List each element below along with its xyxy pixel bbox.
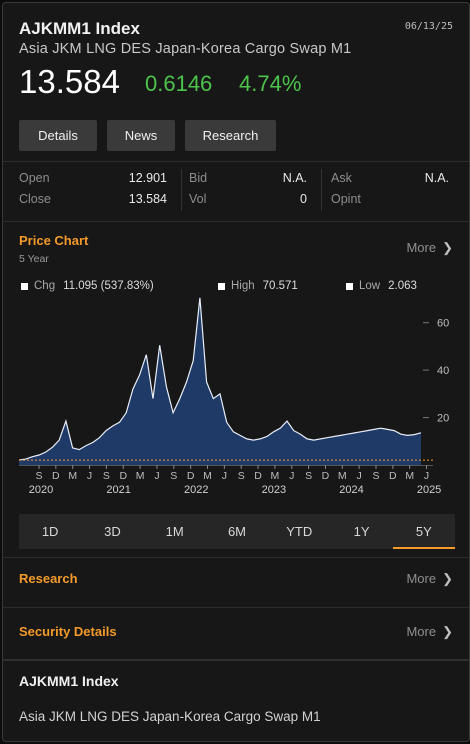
open-label: Open	[19, 171, 50, 185]
legend-low: Low 2.063	[346, 280, 417, 292]
high-label: High	[231, 280, 255, 292]
price-chart-period: 5 Year	[19, 253, 49, 265]
y-tick-label: 20	[437, 413, 449, 425]
news-button[interactable]: News	[107, 120, 175, 151]
x-tick-label: M	[271, 470, 280, 482]
close-label: Close	[19, 192, 51, 206]
legend-high: High 70.571	[218, 280, 298, 292]
research-more-link[interactable]: More ❯	[406, 571, 453, 587]
tab-ytd[interactable]: YTD	[286, 524, 313, 539]
low-label: Low	[359, 280, 381, 292]
footer-ticker: AJKMM1 Index	[19, 673, 119, 689]
x-tick-label: J	[154, 470, 159, 482]
tab-1y[interactable]: 1Y	[353, 524, 370, 539]
divider	[3, 221, 469, 222]
security-description: Asia JKM LNG DES Japan-Korea Cargo Swap …	[19, 41, 352, 57]
tab-3d[interactable]: 3D	[104, 524, 121, 539]
chevron-right-icon: ❯	[442, 240, 453, 255]
x-year-label: 2020	[29, 484, 53, 496]
x-tick-label: M	[405, 470, 414, 482]
x-tick-label: S	[238, 470, 245, 482]
research-section-title[interactable]: Research	[19, 571, 78, 586]
y-tick-label: 60	[437, 318, 449, 330]
divider	[3, 607, 469, 608]
quote-date: 06/13/25	[404, 21, 453, 32]
chg-value: 11.095 (537.83%)	[63, 280, 154, 292]
x-tick-label: S	[35, 470, 42, 482]
security-details-more-link[interactable]: More ❯	[406, 624, 453, 640]
x-tick-label: D	[389, 470, 397, 482]
tab-1m[interactable]: 1M	[165, 524, 184, 539]
vol-label: Vol	[189, 192, 207, 206]
ask-label: Ask	[331, 171, 352, 185]
x-tick-label: J	[289, 470, 294, 482]
price-chart-title: Price Chart	[19, 233, 89, 248]
x-tick-label: S	[170, 470, 177, 482]
x-year-label: 2023	[262, 484, 286, 496]
price-chart-more-link[interactable]: More ❯	[406, 240, 453, 256]
ticker-title: AJKMM1 Index	[19, 19, 140, 38]
bid-label: Bid	[189, 171, 208, 185]
x-tick-label: J	[222, 470, 227, 482]
footer-description: Asia JKM LNG DES Japan-Korea Cargo Swap …	[19, 709, 321, 724]
divider	[3, 659, 469, 661]
legend-marker	[21, 282, 28, 290]
chg-label: Chg	[34, 280, 56, 292]
x-tick-label: D	[52, 470, 60, 482]
divider	[3, 161, 469, 162]
x-year-label: 2024	[339, 484, 363, 496]
net-change: 0.6146	[145, 71, 213, 96]
x-tick-label: S	[305, 470, 312, 482]
tab-1d[interactable]: 1D	[41, 524, 59, 539]
opint-label: Opint	[331, 192, 361, 206]
x-tick-label: M	[203, 470, 212, 482]
x-tick-label: S	[103, 470, 110, 482]
open-value: 12.901	[128, 171, 167, 185]
divider	[3, 557, 469, 558]
details-button[interactable]: Details	[19, 120, 97, 151]
vol-value: 0	[300, 192, 307, 206]
period-tabs: 1D 3D 1M 6M YTD 1Y 5Y	[19, 514, 456, 549]
ask-value: N.A.	[424, 171, 449, 185]
x-year-label: 2025	[417, 484, 441, 496]
x-tick-label: J	[87, 470, 92, 482]
x-year-label: 2021	[106, 484, 130, 496]
more-label: More	[406, 571, 437, 586]
x-tick-label: D	[119, 470, 127, 482]
column-divider	[181, 169, 182, 211]
x-tick-label: D	[187, 470, 195, 482]
x-tick-label: D	[254, 470, 262, 482]
x-tick-label: M	[136, 470, 145, 482]
price-line	[18, 297, 422, 461]
security-details-title[interactable]: Security Details	[19, 624, 117, 639]
x-tick-label: M	[68, 470, 77, 482]
percent-change: 4.74%	[239, 71, 302, 96]
research-button[interactable]: Research	[185, 120, 276, 151]
x-tick-label: S	[372, 470, 379, 482]
more-label: More	[406, 240, 437, 255]
y-tick-label: 40	[437, 365, 449, 377]
last-price: 13.584	[19, 63, 120, 100]
tab-5y[interactable]: 5Y	[392, 514, 456, 549]
bid-value: N.A.	[282, 171, 307, 185]
chevron-right-icon: ❯	[442, 571, 453, 586]
x-tick-label: D	[322, 470, 330, 482]
legend-marker	[346, 282, 353, 290]
x-tick-label: J	[357, 470, 362, 482]
close-value: 13.584	[128, 192, 167, 206]
high-value: 70.571	[262, 280, 298, 292]
price-area	[19, 297, 421, 465]
column-divider	[321, 169, 322, 211]
legend-marker	[218, 282, 225, 290]
legend-chg: Chg 11.095 (537.83%)	[21, 280, 154, 292]
x-tick-label: M	[338, 470, 347, 482]
more-label: More	[406, 624, 437, 639]
x-year-label: 2022	[184, 484, 208, 496]
low-value: 2.063	[388, 280, 417, 292]
chevron-right-icon: ❯	[442, 624, 453, 639]
x-tick-label: J	[424, 470, 429, 482]
tab-6m[interactable]: 6M	[227, 524, 247, 539]
